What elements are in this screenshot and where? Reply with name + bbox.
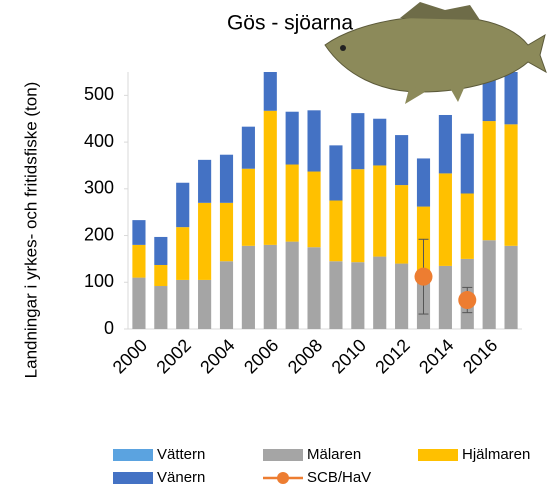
bar	[417, 158, 430, 206]
y-tick-label: 300	[84, 178, 114, 198]
x-tick-label: 2006	[240, 335, 282, 377]
bar	[504, 72, 517, 124]
bar	[176, 227, 189, 280]
bar	[307, 247, 320, 329]
x-tick-label: 2016	[459, 335, 501, 377]
bar	[286, 242, 299, 329]
bar	[154, 286, 167, 329]
bar	[242, 169, 255, 246]
bar	[504, 124, 517, 245]
y-tick-label: 100	[84, 271, 114, 291]
x-tick-label: 2004	[196, 335, 238, 377]
legend-swatch	[113, 472, 153, 484]
legend-label: Hjälmaren	[462, 446, 530, 463]
point	[458, 291, 476, 309]
bar	[264, 72, 277, 111]
bar	[286, 112, 299, 165]
legend-swatch	[418, 449, 458, 461]
y-tick-label: 400	[84, 131, 114, 151]
bar	[373, 119, 386, 166]
chart-title: Gös - sjöarna	[227, 12, 353, 35]
bar	[307, 172, 320, 248]
legend-swatch	[113, 449, 153, 461]
bar	[461, 134, 474, 194]
chart: Gös - sjöarna Landningar i yrkes- och fr…	[0, 0, 547, 494]
x-tick-label: 2000	[109, 335, 151, 377]
bar	[395, 264, 408, 329]
bar	[351, 262, 364, 329]
bar	[132, 220, 145, 245]
y-tick-label: 200	[84, 224, 114, 244]
bar	[198, 280, 211, 329]
bar	[395, 185, 408, 264]
bar	[373, 257, 386, 329]
point	[415, 268, 433, 286]
x-tick-label: 2012	[371, 335, 413, 377]
legend-label: Vänern	[157, 469, 205, 486]
bar	[439, 266, 452, 329]
y-axis-label: Landningar i yrkes- och fritidsfiske (to…	[21, 82, 40, 379]
bar	[176, 183, 189, 227]
x-tick-label: 2008	[284, 335, 326, 377]
bar	[329, 201, 342, 262]
legend-label: SCB/HaV	[307, 469, 371, 486]
bar	[264, 111, 277, 245]
legend-label: Mälaren	[307, 446, 361, 463]
bar	[395, 135, 408, 185]
bar	[220, 261, 233, 329]
x-tick-label: 2002	[152, 335, 194, 377]
bar	[373, 165, 386, 256]
bar	[439, 115, 452, 173]
bar	[439, 173, 452, 266]
bar	[220, 155, 233, 203]
bar	[198, 160, 211, 203]
bar	[307, 110, 320, 171]
bar	[329, 261, 342, 329]
bar	[242, 246, 255, 329]
bar	[264, 245, 277, 329]
bar	[483, 240, 496, 329]
bar	[154, 237, 167, 265]
bar	[504, 246, 517, 329]
bar	[176, 280, 189, 329]
x-tick-label: 2014	[415, 335, 457, 377]
legend-label: Vättern	[157, 446, 205, 463]
bar	[132, 278, 145, 329]
bar	[461, 193, 474, 258]
x-tick-label: 2010	[328, 335, 370, 377]
bar	[220, 203, 233, 261]
bar	[286, 165, 299, 242]
bar	[132, 245, 145, 278]
bar	[154, 265, 167, 286]
bar	[329, 145, 342, 200]
bar	[351, 113, 364, 169]
legend-swatch	[277, 472, 289, 484]
bar	[242, 127, 255, 169]
legend-swatch	[263, 449, 303, 461]
bar	[483, 121, 496, 240]
bar	[351, 169, 364, 262]
y-tick-label: 500	[84, 84, 114, 104]
y-tick-label: 0	[104, 318, 114, 338]
bar	[198, 203, 211, 280]
